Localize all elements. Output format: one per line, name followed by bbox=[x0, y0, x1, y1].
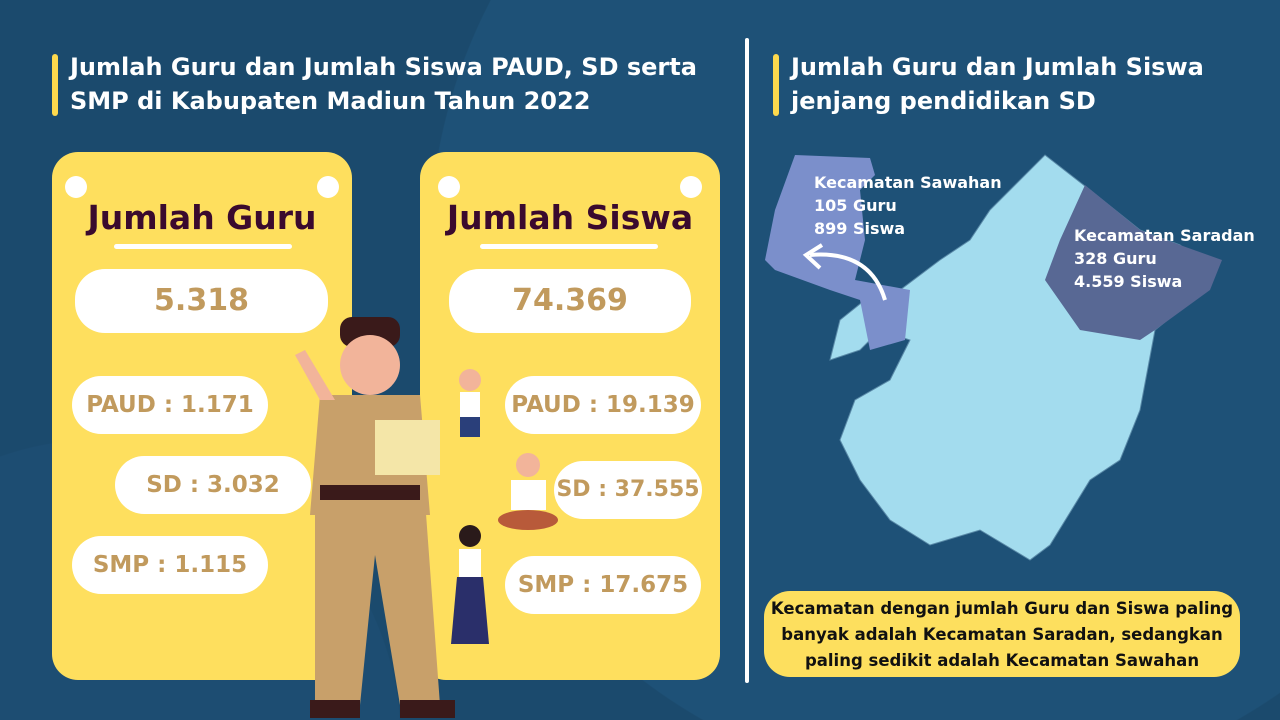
guru-card: Jumlah Guru 5.318 PAUD : 1.171 SD : 3.03… bbox=[52, 152, 352, 680]
card-hole bbox=[680, 176, 702, 198]
saradan-guru: 328 Guru bbox=[1074, 249, 1157, 268]
siswa-total: 74.369 bbox=[449, 269, 691, 333]
siswa-paud: PAUD : 19.139 bbox=[505, 376, 701, 434]
conclusion-note: Kecamatan dengan jumlah Guru dan Siswa p… bbox=[764, 591, 1240, 677]
heading-underline bbox=[480, 244, 658, 249]
student-illustration bbox=[451, 525, 489, 644]
map-region-sawahan bbox=[765, 155, 910, 350]
guru-total: 5.318 bbox=[75, 269, 328, 333]
student-illustration bbox=[459, 369, 481, 437]
saradan-name: Kecamatan Saradan bbox=[1074, 226, 1255, 245]
divider bbox=[745, 38, 749, 683]
sawahan-siswa: 899 Siswa bbox=[814, 219, 906, 238]
guru-paud: PAUD : 1.171 bbox=[72, 376, 268, 434]
card-hole bbox=[65, 176, 87, 198]
heading-underline bbox=[114, 244, 292, 249]
guru-sd: SD : 3.032 bbox=[115, 456, 311, 514]
map-region-saradan bbox=[1045, 185, 1222, 340]
label-saradan: Kecamatan Saradan 328 Guru 4.559 Siswa bbox=[1074, 224, 1255, 293]
siswa-sd: SD : 37.555 bbox=[554, 461, 702, 519]
card-hole bbox=[317, 176, 339, 198]
arrow-head bbox=[802, 243, 824, 270]
siswa-heading: Jumlah Siswa bbox=[446, 198, 694, 237]
arrow bbox=[809, 252, 887, 301]
sawahan-guru: 105 Guru bbox=[814, 196, 897, 215]
student-illustration bbox=[498, 453, 558, 530]
siswa-smp: SMP : 17.675 bbox=[505, 556, 701, 614]
guru-heading: Jumlah Guru bbox=[87, 198, 317, 237]
card-hole bbox=[438, 176, 460, 198]
sawahan-name: Kecamatan Sawahan bbox=[814, 173, 1002, 192]
right-title: Jumlah Guru dan Jumlah Siswa jenjang pen… bbox=[773, 50, 1233, 118]
guru-smp: SMP : 1.115 bbox=[72, 536, 268, 594]
madiun-map bbox=[765, 154, 1222, 561]
teacher-illustration bbox=[295, 317, 455, 718]
left-title: Jumlah Guru dan Jumlah Siswa PAUD, SD se… bbox=[52, 50, 712, 118]
label-sawahan: Kecamatan Sawahan 105 Guru 899 Siswa bbox=[814, 171, 1002, 240]
saradan-siswa: 4.559 Siswa bbox=[1074, 272, 1183, 291]
